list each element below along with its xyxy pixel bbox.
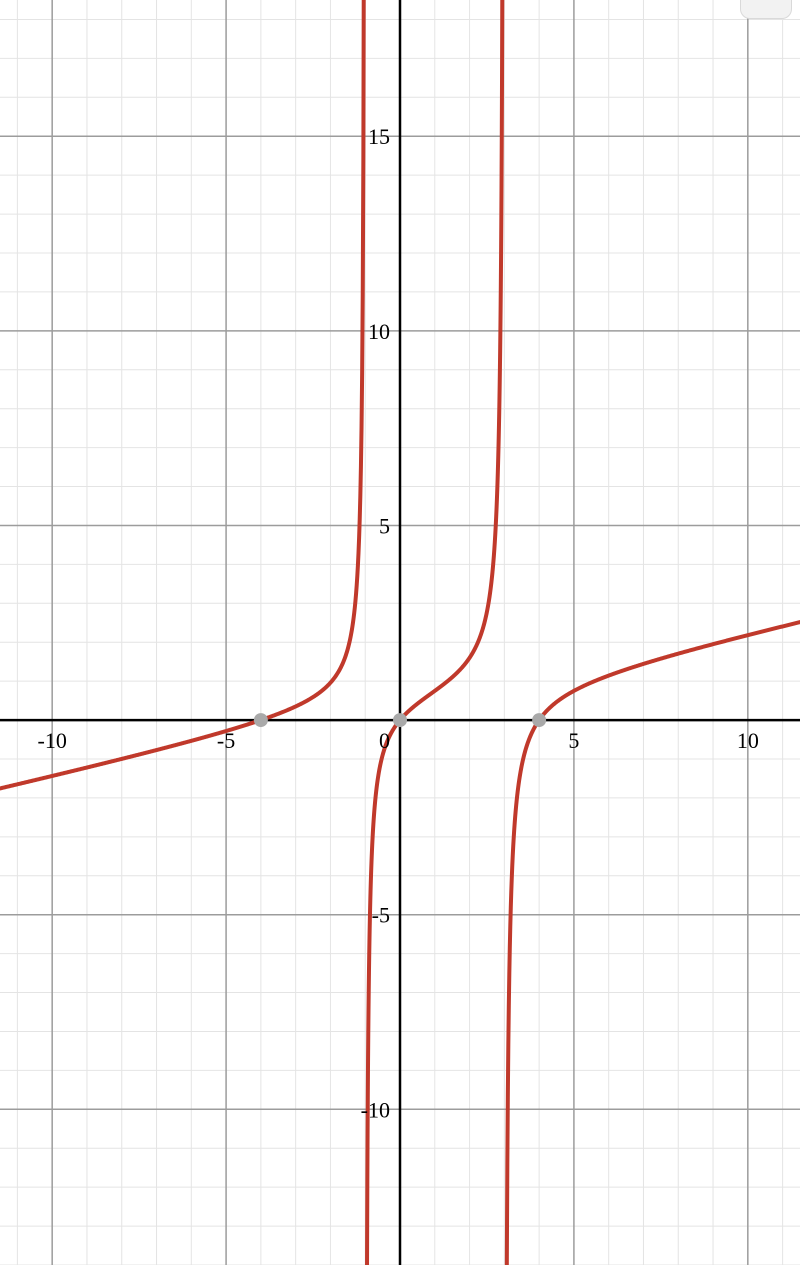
collapse-handle[interactable] (740, 0, 792, 19)
y-tick-label: 5 (379, 513, 390, 538)
x-tick-label: 0 (379, 728, 390, 753)
graph-canvas[interactable]: -10 -5 0 5 10 -10 -5 5 10 15 (0, 0, 800, 1265)
intercept-point (254, 713, 268, 727)
y-tick-label: -10 (361, 1097, 390, 1122)
y-tick-label: 15 (368, 124, 390, 149)
x-tick-label: -10 (38, 728, 67, 753)
x-tick-label: 10 (737, 728, 759, 753)
chart-svg: -10 -5 0 5 10 -10 -5 5 10 15 (0, 0, 800, 1265)
x-tick-label: -5 (217, 728, 235, 753)
y-tick-label: -5 (372, 903, 390, 928)
intercept-point (393, 713, 407, 727)
x-tick-label: 5 (568, 728, 579, 753)
y-tick-label: 10 (368, 319, 390, 344)
intercept-point (532, 713, 546, 727)
